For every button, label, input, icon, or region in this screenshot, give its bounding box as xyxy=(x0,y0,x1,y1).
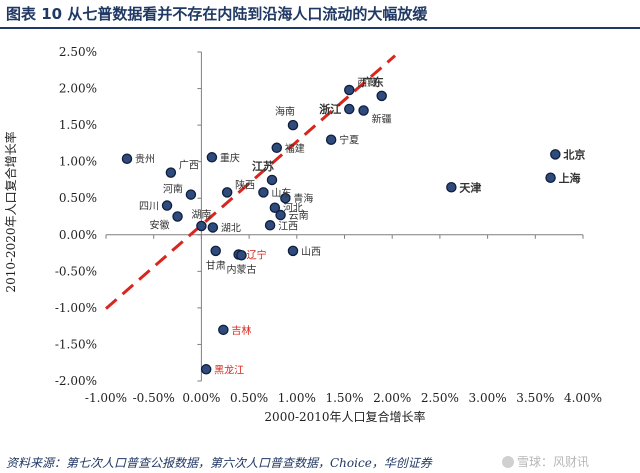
data-point xyxy=(271,142,283,154)
data-point-label: 西藏 xyxy=(357,77,377,89)
data-point-label: 湖北 xyxy=(221,222,241,234)
data-point xyxy=(545,172,556,184)
data-point-label: 海南 xyxy=(275,105,295,118)
x-tick-label: 0.00% xyxy=(182,391,220,405)
y-tick-label: 0.50% xyxy=(59,191,97,205)
data-point-label: 河南 xyxy=(163,183,183,196)
x-tick-label: -0.50% xyxy=(133,391,175,405)
data-point-label: 山西 xyxy=(301,246,321,258)
y-tick-label: 2.00% xyxy=(59,82,97,96)
data-point xyxy=(280,192,291,204)
data-point-label: 甘肃 xyxy=(206,259,226,272)
data-point-label: 安徽 xyxy=(150,219,170,232)
source-note: 资料来源：第七次人口普查公报数据，第六次人口普查数据，Choice，华创证券 xyxy=(6,456,432,470)
trend-line xyxy=(105,54,397,310)
data-point xyxy=(172,211,183,222)
data-point xyxy=(210,245,221,257)
data-point xyxy=(264,220,276,231)
data-point-label: 四川 xyxy=(139,202,159,213)
x-tick-label: 3.00% xyxy=(469,391,507,405)
data-point-label: 江西 xyxy=(278,220,298,232)
data-point-label: 辽宁 xyxy=(247,249,267,262)
y-tick-label: -0.50% xyxy=(55,264,97,278)
y-tick-label: -2.00% xyxy=(55,374,97,388)
data-point xyxy=(344,103,355,115)
data-point xyxy=(325,134,337,145)
y-tick-label: 0.00% xyxy=(59,228,97,242)
data-point xyxy=(218,324,229,336)
data-point-label: 山东 xyxy=(271,186,291,199)
title-divider xyxy=(0,27,640,29)
data-point xyxy=(258,187,269,198)
data-point-label: 上海 xyxy=(559,171,581,185)
data-point xyxy=(550,149,561,160)
data-point-label: 贵州 xyxy=(135,153,155,166)
y-tick-label: 2.50% xyxy=(59,45,97,59)
x-tick-label: 3.50% xyxy=(516,391,554,405)
data-point xyxy=(446,182,457,193)
y-tick-label: -1.50% xyxy=(55,337,97,351)
data-point-label: 天津 xyxy=(459,180,481,194)
x-tick-label: 1.50% xyxy=(325,391,363,405)
data-point-label: 新疆 xyxy=(372,112,392,125)
trend-line-group xyxy=(105,54,397,310)
data-point xyxy=(161,200,173,211)
x-tick-label: 0.50% xyxy=(230,391,268,405)
data-point-label: 福建 xyxy=(285,142,305,155)
data-point xyxy=(221,187,233,198)
watermark: 雪球：风财讯 xyxy=(502,453,636,471)
x-tick-label: 2.50% xyxy=(421,391,459,405)
data-point-label: 云南 xyxy=(289,209,309,222)
data-point-label: 广西 xyxy=(179,160,199,172)
data-point-label: 湖南 xyxy=(191,208,211,221)
data-point xyxy=(206,152,218,163)
watermark-text: 雪球：风财讯 xyxy=(517,455,590,469)
x-tick-label: -1.00% xyxy=(85,391,127,405)
data-point xyxy=(165,167,177,178)
data-point-label: 重庆 xyxy=(220,151,240,164)
data-point xyxy=(266,174,278,186)
x-axis: -1.00% -0.50% 0.00% 0.50% 1.00% 1.50% 2.00% 2.5… xyxy=(85,234,602,405)
x-tick-label: 1.00% xyxy=(278,391,316,405)
y-axis-title: 2010-2020年人口复合增长率 xyxy=(3,131,18,292)
data-point xyxy=(236,249,247,261)
data-point xyxy=(200,364,212,375)
data-point-label: 青海 xyxy=(293,192,313,205)
y-axis: 2.50% 2.00% 1.50% 1.00% 0.50% 0.00% -0.50% -1.0… xyxy=(55,45,202,388)
data-point-label: 江苏 xyxy=(252,159,274,173)
data-point-label: 浙江 xyxy=(319,102,341,116)
x-axis-title: 2000-2010年人口复合增长率 xyxy=(264,409,425,424)
data-point xyxy=(287,245,299,257)
data-point-label: 黑龙江 xyxy=(214,363,244,376)
data-point-label: 广东 xyxy=(362,75,384,89)
y-tick-label: 1.50% xyxy=(59,118,97,132)
data-point xyxy=(121,153,133,164)
data-point xyxy=(344,84,355,96)
data-point-label: 北京 xyxy=(563,147,585,161)
data-point xyxy=(287,119,299,131)
data-point-label: 宁夏 xyxy=(339,134,359,147)
data-point xyxy=(358,105,369,116)
data-point xyxy=(196,220,207,232)
snowball-logo-icon xyxy=(502,456,514,468)
y-tick-label: 1.00% xyxy=(59,155,97,169)
data-point-label: 河北 xyxy=(283,203,303,215)
x-tick-label: 4.00% xyxy=(564,391,602,405)
data-point xyxy=(185,189,197,200)
data-point-label: 内蒙古 xyxy=(226,263,256,276)
data-point xyxy=(207,222,219,233)
y-tick-label: -1.00% xyxy=(55,301,97,315)
data-points-group xyxy=(121,84,561,375)
data-point xyxy=(275,209,286,221)
data-point xyxy=(269,202,281,213)
data-point-label: 吉林 xyxy=(231,324,251,337)
figure-title: 图表 10 从七普数据看并不存在内陆到沿海人口流动的大幅放缓 xyxy=(6,5,428,23)
x-tick-label: 2.00% xyxy=(373,391,411,405)
data-point xyxy=(376,90,387,102)
data-point-label: 陕西 xyxy=(235,178,255,191)
